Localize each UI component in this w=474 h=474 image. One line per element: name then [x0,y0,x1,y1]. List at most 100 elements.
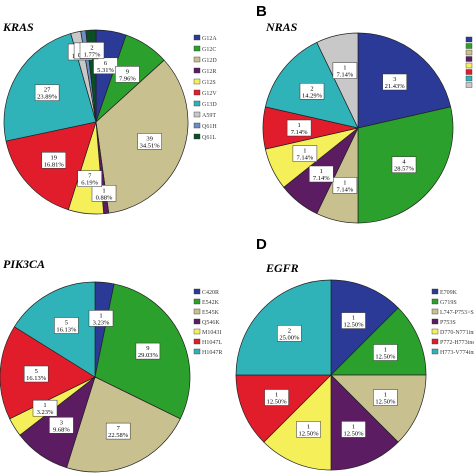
data-label: 321.43% [382,73,407,91]
legend-swatch [465,49,473,56]
data-label-percent: 12.50% [375,354,396,361]
data-label-percent: 12.50% [267,399,288,406]
data-label-count: 6 [104,60,108,67]
data-label: 112.50% [373,389,398,406]
data-label-count: 3 [393,76,396,83]
data-label-count: 2 [288,327,291,334]
data-label-count: 5 [65,320,68,327]
legend-label: G12R [202,69,216,75]
data-label-percent: 29.03% [138,352,159,359]
legend-swatch [193,56,201,63]
data-label-percent: 28.57% [394,166,415,173]
data-label-percent: 5.31% [97,67,114,74]
legend-swatch [193,318,201,325]
data-label: 97.96% [115,66,140,83]
data-label: 17.14% [292,145,318,162]
data-label: 428.57% [391,156,417,173]
legend-swatch [431,318,439,325]
data-label-percent: 12.50% [375,399,396,406]
data-label: 65.31% [93,57,118,75]
legend-label: E709K [440,290,458,296]
pie-panel-egfr: DEGFR112.50%112.50%112.50%112.50%112.50%… [235,236,474,471]
data-label: 112.50% [264,389,289,406]
legend-label: E542K [202,300,220,306]
legend [465,36,473,88]
legend-swatch [465,56,473,62]
data-label-count: 1 [320,168,323,175]
data-label-count: 1 [352,315,355,322]
data-label: 112.50% [296,421,321,438]
legend-label: Q61L [202,135,216,141]
legend-swatch [193,111,201,118]
legend-label: G12C [202,47,216,53]
data-label-count: 7 [88,173,92,180]
data-label-count: 2 [310,85,313,92]
data-label: 13.23% [32,399,58,417]
legend-label: P772-H773ins [440,340,474,346]
data-label: 17.14% [332,177,358,194]
legend-label: Q61H [202,124,217,130]
legend-swatch [465,43,473,49]
chart-title: KRAS [2,20,34,34]
legend-label: G12D [202,58,217,64]
data-label-count: 1 [275,392,278,399]
legend: G12A G12C G12D G12R G12S G12V G13D A59T Q61H Q61L [193,34,217,141]
data-label: 21.77% [79,42,105,59]
legend-label: D770-N771ins [440,330,474,336]
pie-panel-nras: BNRAS321.43%428.57%17.14%17.14%17.14%17.… [256,3,473,224]
data-label-percent: 21.43% [385,83,406,90]
pie-slice [330,374,427,443]
legend-label: G12S [202,80,216,86]
panel-letter: B [256,3,267,20]
data-label-percent: 3.23% [93,319,110,326]
data-label: 17.14% [332,62,358,79]
panel-letter: D [256,236,267,253]
legend-swatch [193,298,201,305]
legend-swatch [465,69,473,75]
data-label-percent: 7.96% [119,75,136,82]
legend-swatch [431,288,439,295]
legend-label: G719S [440,300,457,306]
data-label-count: 1 [352,423,355,430]
legend-label: A59T [202,113,216,119]
legend-label: G12V [202,91,217,97]
legend-label: H773-V774ins [440,350,474,356]
legend-swatch [193,308,201,315]
legend-swatch [193,100,201,107]
legend-swatch [193,34,201,41]
data-label: 13.23% [88,310,114,327]
legend-swatch [193,328,201,335]
data-label-percent: 9.68% [53,426,70,433]
data-label-percent: 6.19% [81,180,98,187]
chart-title: PIK3CA [3,257,45,271]
data-label-percent: 3.23% [37,409,54,416]
data-label: 112.50% [341,312,366,329]
legend-label: H1047R [202,350,222,356]
data-label-count: 1 [384,347,387,354]
legend-label: E545K [202,310,220,316]
legend-swatch [193,338,201,345]
pie-panel-pik3ca: PIK3CA13.23%929.03%722.58%39.68%13.23%51… [0,257,222,473]
pie-slice [316,32,359,129]
legend-swatch [193,348,201,355]
data-label-count: 5 [35,368,38,375]
legend: E709K G719S L747-P753>S P753S D770-N771ins P7… [431,288,474,356]
data-label: 17.14% [286,119,312,137]
data-label: 17.14% [309,165,334,183]
legend-swatch [193,67,201,74]
data-label-percent: 12.50% [343,322,364,329]
data-label-count: 1 [43,402,46,409]
legend: C420R E542K E545K Q546K M1043I H1047L H1047R [193,288,222,356]
data-label-count: 27 [44,87,51,94]
data-label-percent: 16.81% [44,161,65,168]
data-label-percent: 7.14% [337,186,354,193]
data-label-percent: 1.77% [84,51,101,58]
data-label-count: 7 [117,425,121,432]
data-label-count: 39 [146,135,153,142]
legend-swatch [431,348,439,355]
